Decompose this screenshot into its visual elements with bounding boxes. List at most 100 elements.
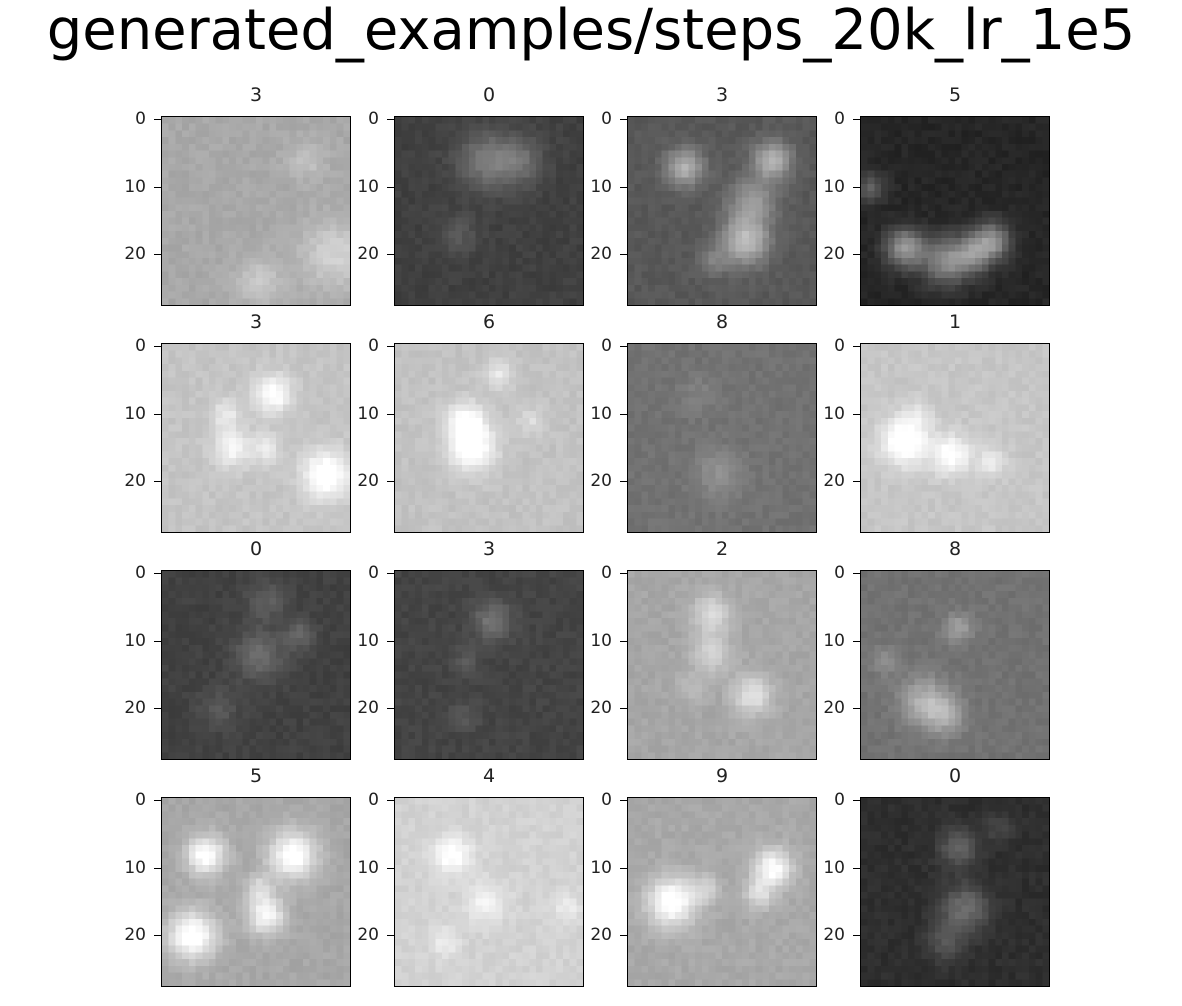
pixel	[668, 370, 676, 378]
pixel	[235, 244, 243, 252]
pixel	[708, 237, 716, 245]
pixel	[908, 237, 916, 245]
pixel	[695, 244, 703, 252]
pixel	[887, 143, 895, 151]
pixel	[256, 431, 264, 439]
pixel	[536, 424, 544, 432]
pixel	[229, 291, 237, 299]
pixel	[395, 123, 403, 131]
pixel	[634, 217, 642, 225]
pixel	[215, 485, 223, 493]
pixel	[229, 491, 237, 499]
pixel	[316, 177, 324, 185]
pixel	[188, 123, 196, 131]
pixel	[775, 391, 783, 399]
pixel	[681, 170, 689, 178]
pixel	[162, 197, 170, 205]
pixel	[755, 284, 763, 292]
pixel	[529, 364, 537, 372]
y-tick-label: 20	[823, 243, 845, 264]
pixel	[782, 204, 790, 212]
pixel	[222, 298, 230, 305]
pixel	[316, 431, 324, 439]
pixel	[408, 278, 416, 286]
pixel	[408, 231, 416, 239]
pixel	[495, 498, 503, 506]
pixel	[1022, 231, 1030, 239]
pixel	[1028, 164, 1036, 172]
pixel	[515, 525, 523, 532]
pixel	[489, 143, 497, 151]
pixel	[289, 478, 297, 486]
pixel	[175, 291, 183, 299]
pixel	[336, 478, 344, 486]
pixel	[256, 518, 264, 526]
pixel	[408, 137, 416, 145]
pixel	[188, 291, 196, 299]
pixel	[415, 404, 423, 412]
pixel	[202, 471, 210, 479]
pixel	[289, 350, 297, 358]
pixel	[215, 244, 223, 252]
pixel	[448, 444, 456, 452]
pixel	[569, 525, 577, 532]
pixel	[296, 204, 304, 212]
pixel	[728, 190, 736, 198]
pixel	[569, 217, 577, 225]
pixel	[249, 411, 257, 419]
pixel	[182, 157, 190, 165]
pixel	[222, 417, 230, 425]
pixel	[728, 278, 736, 286]
pixel	[401, 164, 409, 172]
pixel	[309, 278, 317, 286]
pixel	[242, 471, 250, 479]
pixel	[948, 190, 956, 198]
pixel	[195, 231, 203, 239]
pixel	[242, 130, 250, 138]
pixel	[522, 284, 530, 292]
pixel	[802, 357, 810, 365]
pixel	[229, 404, 237, 412]
pixel	[415, 478, 423, 486]
pixel	[668, 217, 676, 225]
pixel	[343, 431, 350, 439]
pixel	[468, 164, 476, 172]
pixel	[276, 184, 284, 192]
pixel	[887, 123, 895, 131]
pixel	[529, 264, 537, 272]
pixel	[968, 184, 976, 192]
pixel	[648, 264, 656, 272]
pixel	[742, 271, 750, 279]
pixel	[634, 157, 642, 165]
pixel	[309, 344, 317, 352]
pixel	[235, 505, 243, 513]
pixel	[323, 505, 331, 513]
pixel	[188, 284, 196, 292]
pixel	[688, 298, 696, 305]
pixel-image	[628, 344, 816, 532]
pixel	[556, 444, 564, 452]
pixel	[769, 237, 777, 245]
pixel	[408, 117, 416, 125]
pixel	[329, 217, 337, 225]
pixel	[755, 244, 763, 252]
pixel	[809, 130, 816, 138]
pixel	[282, 170, 290, 178]
pixel	[428, 170, 436, 178]
pixel	[395, 150, 403, 158]
pixel	[329, 237, 337, 245]
pixel	[482, 298, 490, 305]
pixel	[455, 204, 463, 212]
pixel	[235, 485, 243, 493]
pixel	[195, 451, 203, 459]
pixel	[961, 291, 969, 299]
pixel	[775, 190, 783, 198]
pixel	[701, 350, 709, 358]
pixel	[249, 197, 257, 205]
pixel	[401, 511, 409, 519]
pixel	[168, 404, 176, 412]
pixel	[775, 170, 783, 178]
pixel	[556, 411, 564, 419]
pixel	[569, 291, 577, 299]
pixel	[455, 438, 463, 446]
